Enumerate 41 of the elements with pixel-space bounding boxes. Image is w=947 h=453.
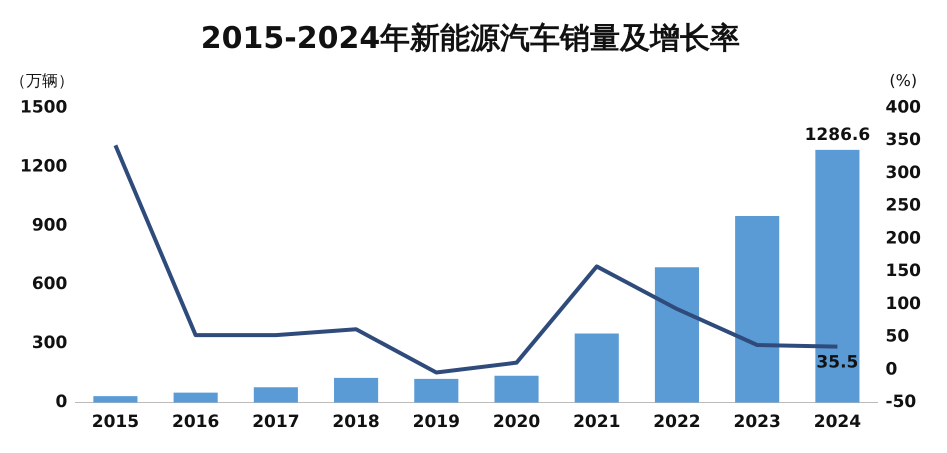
bar bbox=[654, 267, 700, 403]
x-tick-label: 2020 bbox=[492, 412, 540, 432]
data-label: 1286.6 bbox=[804, 124, 870, 145]
y-axis-title: （万辆） bbox=[10, 71, 74, 90]
x-tick-label: 2021 bbox=[573, 412, 620, 432]
x-tick-label: 2017 bbox=[252, 412, 300, 432]
y2-axis-title: (%) bbox=[889, 71, 918, 90]
y2-tick-label: -50 bbox=[886, 392, 916, 412]
bar bbox=[254, 387, 298, 403]
bar bbox=[815, 150, 860, 403]
y-tick-label: 600 bbox=[32, 274, 68, 294]
y2-tick-label: 100 bbox=[886, 294, 922, 314]
y2-tick-label: 400 bbox=[886, 97, 922, 118]
data-label: 35.5 bbox=[816, 352, 858, 373]
y2-tick-label: 300 bbox=[886, 162, 922, 183]
y2-tick-label: 200 bbox=[886, 228, 922, 248]
bar bbox=[174, 392, 218, 403]
x-tick-label: 2015 bbox=[92, 412, 140, 432]
y-tick-label: 1200 bbox=[20, 156, 68, 176]
bar bbox=[735, 216, 780, 403]
y2-tick-label: 350 bbox=[886, 130, 922, 150]
x-tick-label: 2016 bbox=[172, 412, 220, 432]
x-tick-label: 2024 bbox=[814, 412, 862, 432]
y2-tick-label: 150 bbox=[886, 261, 922, 282]
y-tick-label: 0 bbox=[55, 392, 68, 412]
bar bbox=[494, 376, 539, 403]
x-tick-label: 2023 bbox=[734, 412, 781, 432]
y-tick-label: 300 bbox=[32, 333, 68, 354]
bar bbox=[414, 378, 458, 403]
y2-tick-label: 250 bbox=[886, 196, 922, 216]
bar bbox=[334, 378, 378, 403]
x-tick-label: 2018 bbox=[332, 412, 380, 432]
x-tick-label: 2019 bbox=[412, 412, 460, 432]
chart-title: 2015-2024年新能源汽车销量及增长率 bbox=[200, 20, 740, 56]
bar bbox=[93, 396, 138, 403]
y-tick-label: 1500 bbox=[20, 97, 68, 118]
y-tick-label: 900 bbox=[32, 215, 68, 236]
bar bbox=[574, 333, 619, 403]
x-tick-label: 2022 bbox=[653, 412, 701, 432]
y2-tick-label: 0 bbox=[886, 359, 898, 380]
y2-tick-label: 50 bbox=[886, 326, 910, 347]
